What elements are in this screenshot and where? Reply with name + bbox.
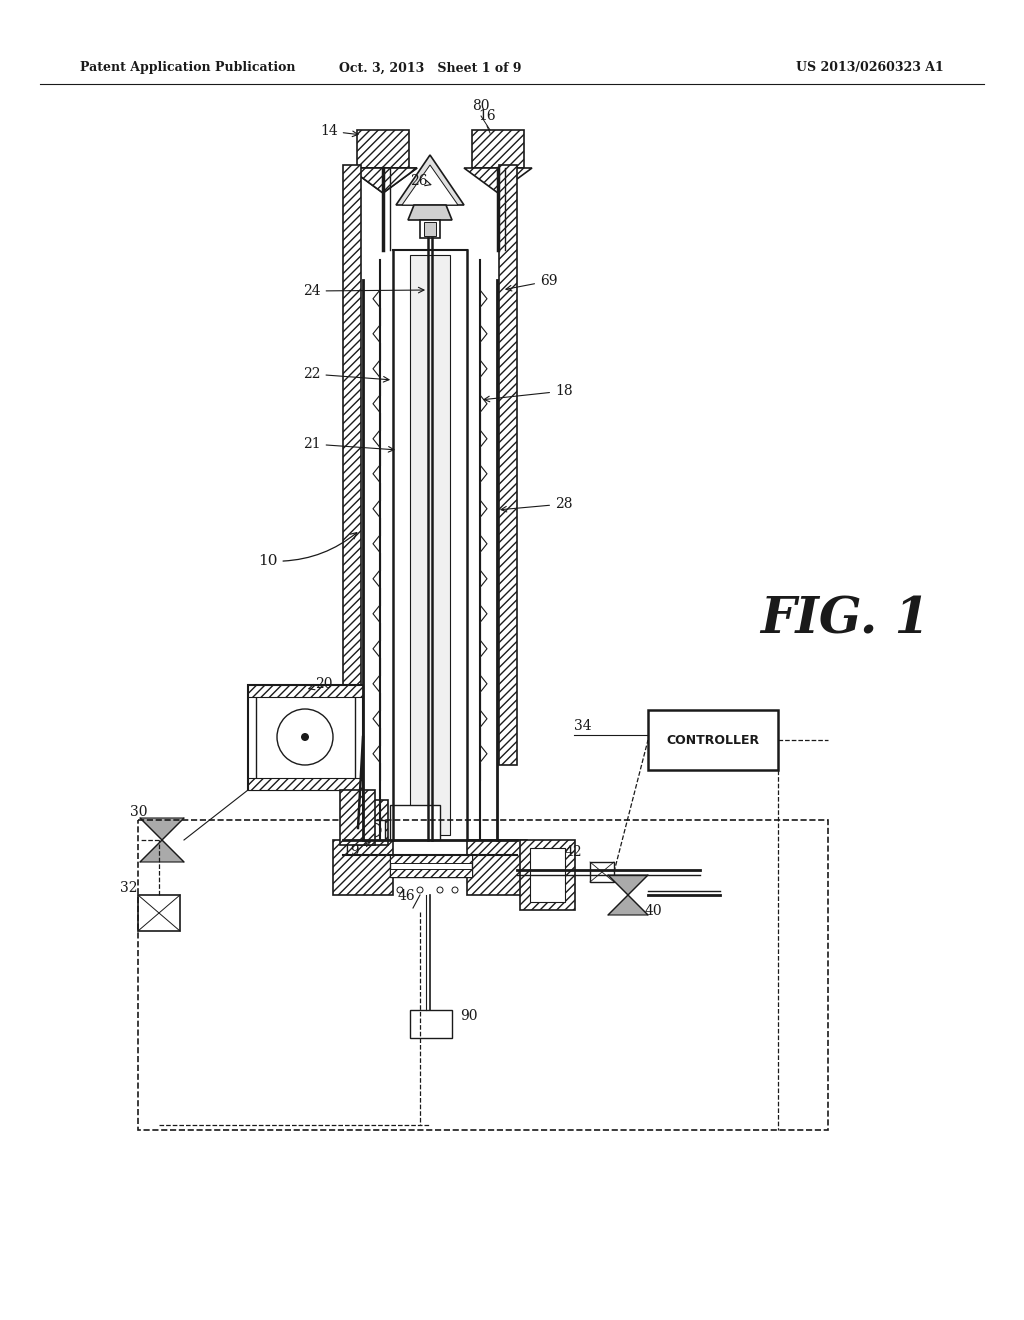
Text: 28: 28 — [501, 498, 572, 512]
Bar — [648, 710, 778, 770]
Bar — [248, 685, 362, 697]
Text: 18: 18 — [484, 384, 572, 401]
Polygon shape — [140, 818, 184, 840]
Text: 40: 40 — [645, 904, 663, 917]
Bar — [343, 165, 361, 766]
Text: Patent Application Publication: Patent Application Publication — [80, 62, 296, 74]
Text: 30: 30 — [130, 805, 147, 818]
Bar — [248, 685, 362, 789]
Text: 16: 16 — [478, 110, 496, 123]
Text: 69: 69 — [506, 275, 557, 290]
Polygon shape — [402, 165, 458, 205]
Bar — [362, 820, 385, 840]
Polygon shape — [608, 895, 648, 915]
Polygon shape — [349, 168, 417, 193]
Bar — [499, 165, 517, 766]
Bar — [420, 220, 440, 238]
Polygon shape — [140, 840, 184, 862]
Text: 90: 90 — [460, 1008, 477, 1023]
Bar — [390, 855, 472, 863]
Text: Oct. 3, 2013   Sheet 1 of 9: Oct. 3, 2013 Sheet 1 of 9 — [339, 62, 521, 74]
Polygon shape — [464, 168, 532, 193]
Text: 42: 42 — [565, 845, 583, 859]
Bar — [410, 255, 450, 836]
Bar — [424, 222, 436, 236]
Bar — [520, 840, 575, 909]
Text: FIG. 1: FIG. 1 — [760, 595, 930, 644]
Text: 14: 14 — [319, 124, 358, 139]
Bar — [590, 862, 614, 882]
Bar — [358, 800, 388, 845]
Text: 32: 32 — [120, 880, 137, 895]
Text: 24: 24 — [303, 284, 424, 298]
Bar — [390, 855, 472, 876]
Bar — [467, 840, 527, 895]
Text: 80: 80 — [472, 99, 489, 114]
Text: CONTROLLER: CONTROLLER — [667, 734, 760, 747]
Bar — [530, 847, 565, 902]
Text: 34: 34 — [574, 719, 592, 733]
Text: 46: 46 — [398, 888, 416, 903]
Bar — [248, 777, 362, 789]
Polygon shape — [349, 168, 417, 193]
Text: 21: 21 — [303, 437, 394, 453]
Bar — [357, 129, 409, 168]
Bar — [256, 693, 355, 781]
Text: 10: 10 — [258, 533, 356, 568]
Text: 19: 19 — [342, 842, 371, 858]
Bar — [410, 1010, 452, 1038]
Polygon shape — [608, 875, 648, 895]
Bar — [472, 129, 524, 168]
Circle shape — [301, 733, 309, 741]
Bar — [138, 895, 180, 931]
Text: US 2013/0260323 A1: US 2013/0260323 A1 — [796, 62, 944, 74]
Polygon shape — [408, 205, 452, 220]
Text: 20: 20 — [309, 677, 333, 690]
Bar — [390, 869, 472, 876]
Text: 26: 26 — [410, 174, 431, 187]
Text: 22: 22 — [303, 367, 389, 381]
Polygon shape — [396, 154, 464, 205]
Bar — [394, 252, 466, 838]
Bar — [333, 840, 393, 895]
Bar — [138, 820, 828, 1130]
Bar — [390, 805, 440, 840]
Bar — [340, 789, 375, 845]
